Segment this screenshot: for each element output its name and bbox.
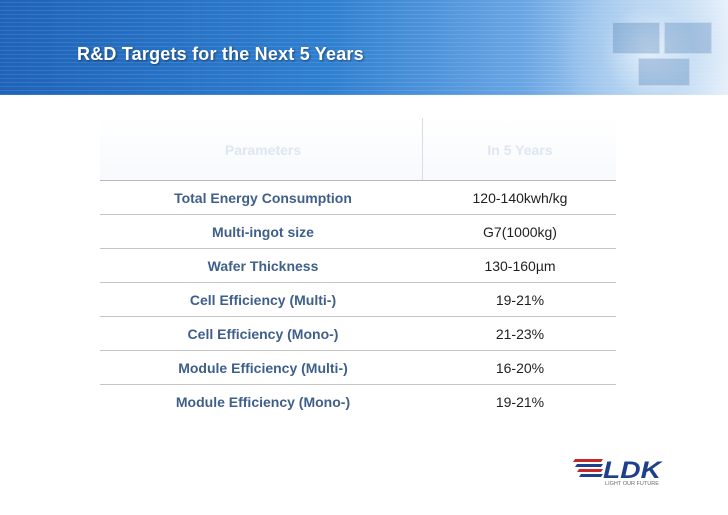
header-in-5-years: In 5 Years xyxy=(487,142,553,158)
parameter-cell: Module Efficiency (Multi-) xyxy=(178,360,348,376)
logo-tagline: LIGHT OUR FUTURE xyxy=(605,481,660,487)
parameter-cell: Cell Efficiency (Mono-) xyxy=(187,326,339,342)
parameter-cell: Wafer Thickness xyxy=(207,258,319,274)
banner-solar-cell xyxy=(664,22,712,54)
parameter-cell: Multi-ingot size xyxy=(212,224,314,240)
value-cell: 19-21% xyxy=(495,292,545,308)
table-header: Parameters In 5 Years xyxy=(100,118,616,181)
header-divider xyxy=(422,118,423,180)
table-row: Cell Efficiency (Mono-) 21-23% xyxy=(100,317,616,351)
banner-solar-cell xyxy=(612,22,660,54)
table-row: Total Energy Consumption 120-140kwh/kg xyxy=(100,181,616,215)
targets-table: Parameters In 5 Years Total Energy Consu… xyxy=(100,118,616,418)
header-parameters: Parameters xyxy=(224,142,302,158)
banner-solar-image xyxy=(528,0,728,95)
logo-wordmark: LDK xyxy=(603,457,663,484)
ldk-logo: LDK LIGHT OUR FUTURE xyxy=(573,457,663,487)
table-row: Wafer Thickness 130-160µm xyxy=(100,249,616,283)
table-row: Module Efficiency (Multi-) 16-20% xyxy=(100,351,616,385)
logo-stripes xyxy=(573,459,603,477)
table-row: Cell Efficiency (Multi-) 19-21% xyxy=(100,283,616,317)
table-row: Multi-ingot size G7(1000kg) xyxy=(100,215,616,249)
title-banner: R&D Targets for the Next 5 Years xyxy=(0,0,728,95)
value-cell: 16-20% xyxy=(495,360,545,376)
parameter-cell: Module Efficiency (Mono-) xyxy=(175,394,351,410)
value-cell: 21-23% xyxy=(495,326,545,342)
table-row: Module Efficiency (Mono-) 19-21% xyxy=(100,385,616,418)
banner-solar-cell xyxy=(638,58,690,86)
value-cell: G7(1000kg) xyxy=(483,224,557,240)
value-cell: 130-160µm xyxy=(484,258,556,274)
parameter-cell: Total Energy Consumption xyxy=(174,190,352,206)
value-cell: 120-140kwh/kg xyxy=(472,190,568,206)
value-cell: 19-21% xyxy=(495,394,545,410)
parameter-cell: Cell Efficiency (Multi-) xyxy=(189,292,337,308)
slide-title: R&D Targets for the Next 5 Years xyxy=(77,44,364,64)
